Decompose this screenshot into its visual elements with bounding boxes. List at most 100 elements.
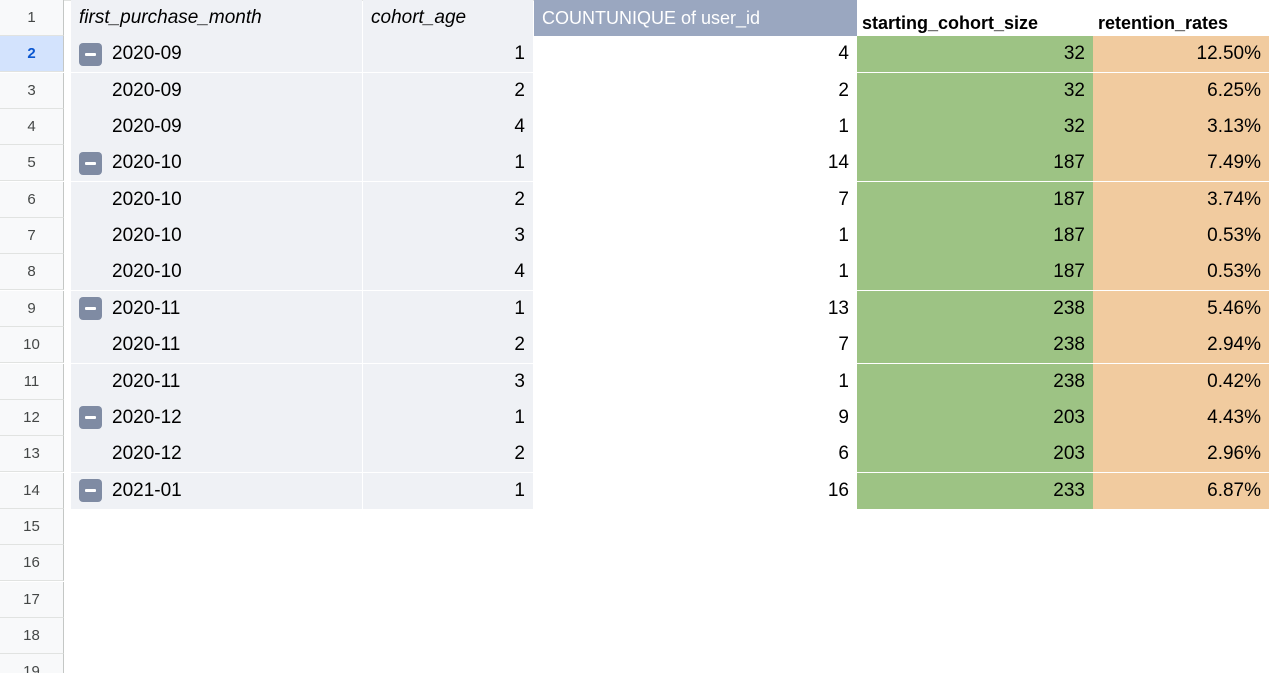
cell-first-purchase-month[interactable]: 2020-11 bbox=[71, 290, 362, 327]
cell-retention-rate[interactable]: 0.53% bbox=[1093, 254, 1269, 291]
cell-count-unique[interactable]: 7 bbox=[534, 327, 857, 364]
row-number[interactable]: 11 bbox=[0, 363, 64, 400]
row-number[interactable]: 7 bbox=[0, 218, 64, 255]
cell-first-purchase-month[interactable]: 2020-12 bbox=[71, 399, 362, 436]
cell-cohort-age[interactable]: 2 bbox=[363, 436, 533, 473]
cell-starting-cohort-size[interactable]: 203 bbox=[857, 436, 1093, 473]
cell-retention-rate[interactable]: 4.43% bbox=[1093, 399, 1269, 436]
row-number[interactable]: 4 bbox=[0, 109, 64, 146]
cell-starting-cohort-size[interactable]: 238 bbox=[857, 363, 1093, 400]
cell-count-unique[interactable]: 1 bbox=[534, 109, 857, 146]
cell-count-unique[interactable]: 13 bbox=[534, 290, 857, 327]
cell-cohort-age[interactable]: 2 bbox=[363, 72, 533, 109]
row-number[interactable]: 8 bbox=[0, 254, 64, 291]
cell-count-unique[interactable]: 14 bbox=[534, 145, 857, 182]
cell-first-purchase-month[interactable]: 2020-09 bbox=[71, 72, 362, 109]
cell-first-purchase-month[interactable]: 2020-09 bbox=[71, 109, 362, 146]
header-cohort-age[interactable]: cohort_age bbox=[363, 0, 533, 36]
empty-row: 15 bbox=[0, 508, 1269, 545]
row-number[interactable]: 12 bbox=[0, 399, 64, 436]
row-number[interactable]: 9 bbox=[0, 290, 64, 327]
header-starting-cohort-size[interactable]: starting_cohort_size bbox=[857, 0, 1093, 36]
cell-retention-rate[interactable]: 7.49% bbox=[1093, 145, 1269, 182]
collapse-group-icon[interactable] bbox=[79, 406, 102, 430]
cell-first-purchase-month[interactable]: 2020-10 bbox=[71, 254, 362, 291]
cell-cohort-age[interactable]: 1 bbox=[363, 472, 533, 509]
cell-retention-rate[interactable]: 0.42% bbox=[1093, 363, 1269, 400]
cell-first-purchase-month[interactable]: 2020-09 bbox=[71, 36, 362, 73]
row-number[interactable]: 16 bbox=[0, 545, 64, 582]
cell-first-purchase-month[interactable]: 2020-10 bbox=[71, 218, 362, 255]
row-number[interactable]: 17 bbox=[0, 581, 64, 618]
cell-count-unique[interactable]: 7 bbox=[534, 181, 857, 218]
cell-cohort-age[interactable]: 1 bbox=[363, 145, 533, 182]
cell-count-unique[interactable]: 4 bbox=[534, 36, 857, 73]
cell-starting-cohort-size[interactable]: 233 bbox=[857, 472, 1093, 509]
cell-starting-cohort-size[interactable]: 32 bbox=[857, 72, 1093, 109]
cell-first-purchase-month[interactable]: 2020-10 bbox=[71, 181, 362, 218]
row-number[interactable]: 14 bbox=[0, 472, 64, 509]
cell-first-purchase-month[interactable]: 2020-10 bbox=[71, 145, 362, 182]
row-number[interactable]: 1 bbox=[0, 0, 64, 36]
row-number[interactable]: 5 bbox=[0, 145, 64, 182]
cell-count-unique[interactable]: 6 bbox=[534, 436, 857, 473]
cell-count-unique[interactable]: 9 bbox=[534, 399, 857, 436]
cell-cohort-age[interactable]: 1 bbox=[363, 399, 533, 436]
cell-retention-rate[interactable]: 5.46% bbox=[1093, 290, 1269, 327]
row-number[interactable]: 2 bbox=[0, 36, 64, 73]
cell-cohort-age[interactable]: 4 bbox=[363, 254, 533, 291]
cell-count-unique[interactable]: 16 bbox=[534, 472, 857, 509]
cell-retention-rate[interactable]: 3.74% bbox=[1093, 181, 1269, 218]
row-number[interactable]: 3 bbox=[0, 72, 64, 109]
cell-retention-rate[interactable]: 3.13% bbox=[1093, 109, 1269, 146]
cell-starting-cohort-size[interactable]: 187 bbox=[857, 181, 1093, 218]
cell-count-unique[interactable]: 1 bbox=[534, 218, 857, 255]
cell-retention-rate[interactable]: 12.50% bbox=[1093, 36, 1269, 73]
cell-starting-cohort-size[interactable]: 238 bbox=[857, 290, 1093, 327]
cell-retention-rate[interactable]: 2.96% bbox=[1093, 436, 1269, 473]
cell-first-purchase-month[interactable]: 2020-11 bbox=[71, 327, 362, 364]
row-number[interactable]: 15 bbox=[0, 508, 64, 545]
cell-cohort-age[interactable]: 2 bbox=[363, 327, 533, 364]
cell-retention-rate[interactable]: 0.53% bbox=[1093, 218, 1269, 255]
row-number[interactable]: 18 bbox=[0, 617, 64, 654]
cell-cohort-age[interactable]: 3 bbox=[363, 218, 533, 255]
cell-first-purchase-month[interactable]: 2021-01 bbox=[71, 472, 362, 509]
cell-starting-cohort-size[interactable]: 32 bbox=[857, 36, 1093, 73]
header-retention-rates[interactable]: retention_rates bbox=[1093, 0, 1269, 36]
cell-starting-cohort-size[interactable]: 238 bbox=[857, 327, 1093, 364]
empty-row: 19 bbox=[0, 654, 1269, 673]
table-row: 9 2020-11 1 13 238 5.46% bbox=[0, 290, 1269, 327]
collapse-group-icon[interactable] bbox=[79, 297, 102, 321]
cell-count-unique[interactable]: 2 bbox=[534, 72, 857, 109]
cell-starting-cohort-size[interactable]: 32 bbox=[857, 109, 1093, 146]
row-number[interactable]: 10 bbox=[0, 327, 64, 364]
header-first-purchase-month[interactable]: first_purchase_month bbox=[71, 0, 362, 36]
cell-cohort-age[interactable]: 1 bbox=[363, 36, 533, 73]
collapse-group-icon[interactable] bbox=[79, 479, 102, 503]
cell-starting-cohort-size[interactable]: 203 bbox=[857, 399, 1093, 436]
cell-count-unique[interactable]: 1 bbox=[534, 363, 857, 400]
row-number[interactable]: 19 bbox=[0, 654, 64, 673]
header-count-unique[interactable]: COUNTUNIQUE of user_id bbox=[534, 0, 857, 36]
month-label: 2020-11 bbox=[112, 334, 181, 356]
cell-cohort-age[interactable]: 1 bbox=[363, 290, 533, 327]
collapse-group-icon[interactable] bbox=[79, 42, 102, 66]
cell-retention-rate[interactable]: 2.94% bbox=[1093, 327, 1269, 364]
cell-starting-cohort-size[interactable]: 187 bbox=[857, 145, 1093, 182]
cell-retention-rate[interactable]: 6.87% bbox=[1093, 472, 1269, 509]
cell-count-unique[interactable]: 1 bbox=[534, 254, 857, 291]
row-number[interactable]: 6 bbox=[0, 181, 64, 218]
cell-first-purchase-month[interactable]: 2020-12 bbox=[71, 436, 362, 473]
cell-first-purchase-month[interactable]: 2020-11 bbox=[71, 363, 362, 400]
cell-cohort-age[interactable]: 3 bbox=[363, 363, 533, 400]
cell-retention-rate[interactable]: 6.25% bbox=[1093, 72, 1269, 109]
cell-starting-cohort-size[interactable]: 187 bbox=[857, 254, 1093, 291]
collapse-group-icon[interactable] bbox=[79, 151, 102, 175]
cell-cohort-age[interactable]: 4 bbox=[363, 109, 533, 146]
table-row: 12 2020-12 1 9 203 4.43% bbox=[0, 399, 1269, 436]
row-number[interactable]: 13 bbox=[0, 436, 64, 473]
month-label: 2020-10 bbox=[112, 188, 182, 210]
cell-starting-cohort-size[interactable]: 187 bbox=[857, 218, 1093, 255]
cell-cohort-age[interactable]: 2 bbox=[363, 181, 533, 218]
